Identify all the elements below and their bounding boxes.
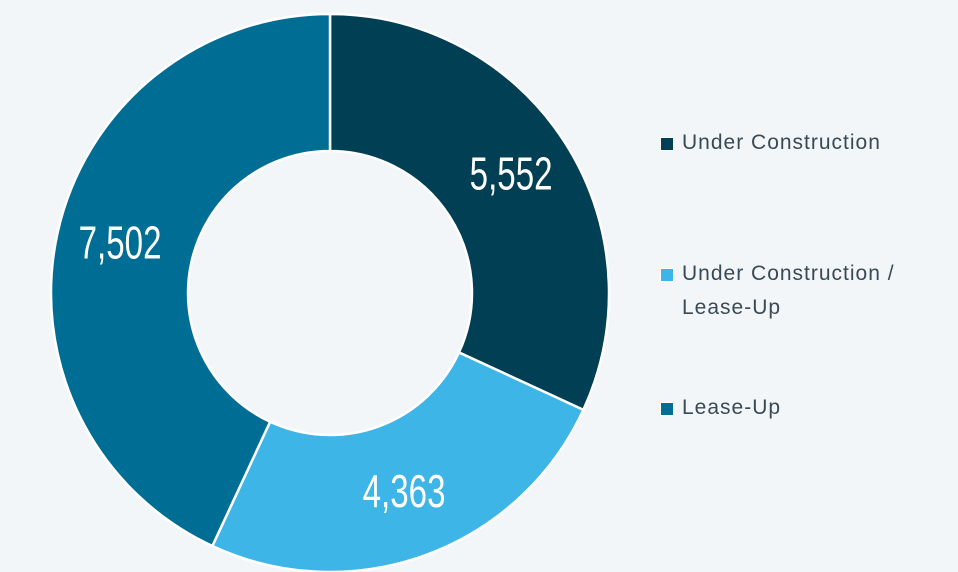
donut-segment: [328, 12, 611, 412]
donut-segment: [49, 12, 332, 548]
legend-label: Under Construction: [682, 131, 881, 154]
legend-label: Lease-Up: [682, 396, 782, 419]
legend-item: Under Construction: [660, 126, 920, 160]
legend-item: Lease-Up: [660, 391, 920, 425]
legend-swatch: [660, 402, 674, 416]
legend-label: Under Construction / Lease-Up: [682, 262, 895, 319]
legend-item: Under Construction / Lease-Up: [660, 257, 920, 325]
value-label: 4,363: [363, 467, 446, 517]
value-label: 5,552: [470, 149, 553, 199]
donut-segment: [210, 350, 586, 572]
label-group: 4,363: [363, 467, 446, 517]
value-label: 7,502: [79, 219, 162, 269]
label-group: 5,552: [470, 149, 553, 199]
legend-swatch: [660, 268, 674, 282]
label-group: 7,502: [79, 219, 162, 269]
legend-swatch: [660, 137, 674, 151]
